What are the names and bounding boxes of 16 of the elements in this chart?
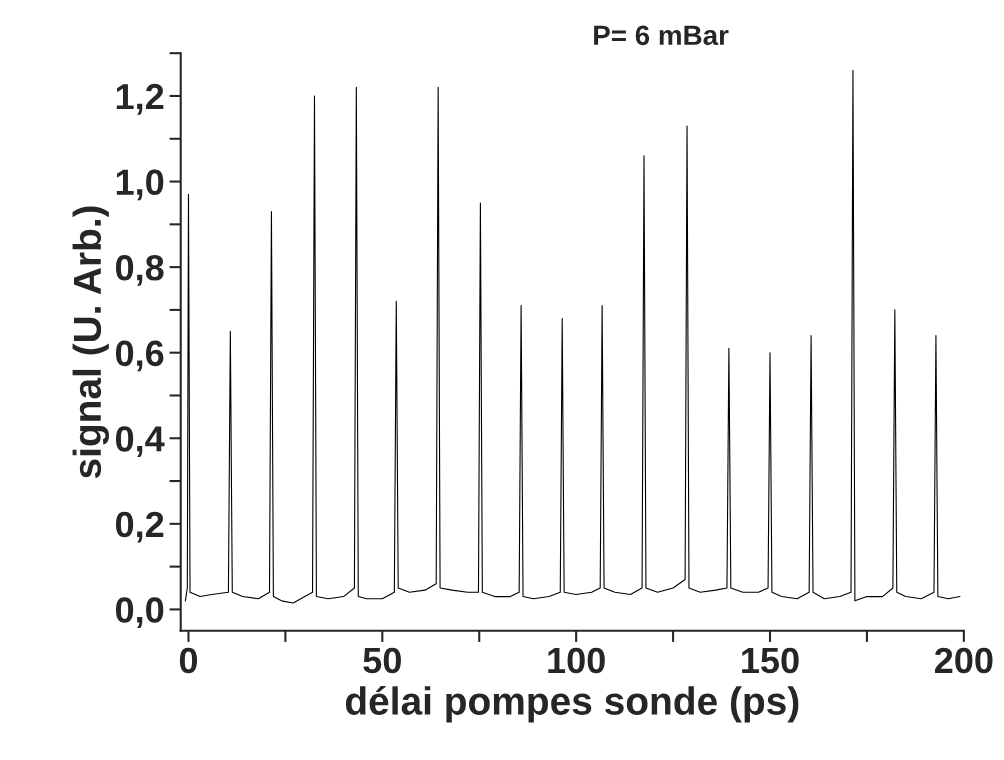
- x-tick-label: 50: [363, 647, 401, 674]
- line-series: [184, 69, 961, 604]
- x-tick-label: 0: [179, 647, 198, 674]
- x-tick-label: 100: [548, 647, 605, 674]
- x-tick-label: 200: [934, 647, 993, 674]
- y-tick-label: 0,8: [115, 254, 164, 286]
- y-tick-label: 0,4: [115, 426, 165, 457]
- y-tick-label: 1,0: [116, 169, 164, 201]
- y-axis-title: signal (U. Arb.): [72, 206, 109, 479]
- y-tick-label: 0,2: [115, 511, 164, 543]
- y-tick-label: 1,2: [116, 83, 164, 115]
- chart-title: P= 6 mBar: [594, 25, 729, 46]
- y-tick-label: 0,6: [115, 340, 164, 372]
- x-axis-title: délai pompes sonde (ps): [345, 685, 799, 723]
- y-tick-label: 0,0: [115, 597, 164, 629]
- x-tick-label: 150: [742, 647, 799, 674]
